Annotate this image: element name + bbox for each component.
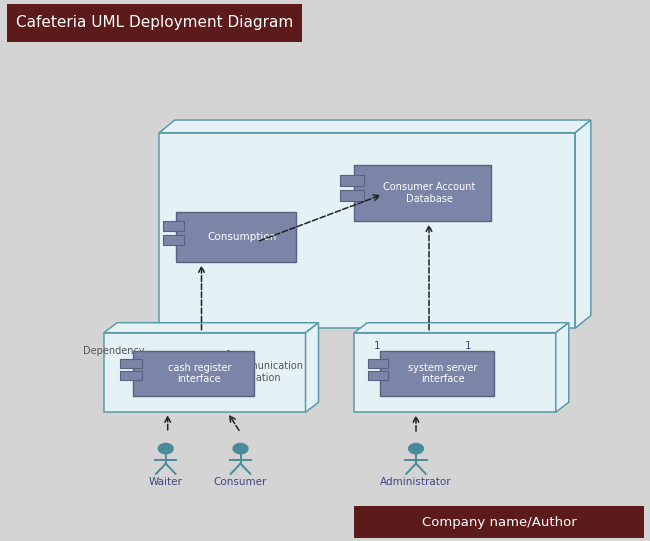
Bar bbox=[339, 175, 364, 186]
Polygon shape bbox=[104, 323, 318, 333]
Bar bbox=[162, 221, 184, 232]
Bar bbox=[104, 333, 306, 412]
Bar bbox=[120, 359, 142, 368]
Polygon shape bbox=[306, 323, 318, 412]
Text: Consumption: Consumption bbox=[207, 232, 276, 242]
Circle shape bbox=[409, 444, 423, 454]
Bar bbox=[162, 235, 184, 245]
Text: 1: 1 bbox=[374, 341, 380, 351]
Text: Consumer: Consumer bbox=[214, 477, 267, 487]
Bar bbox=[133, 351, 254, 397]
Text: system server
interface: system server interface bbox=[408, 363, 478, 385]
Circle shape bbox=[233, 444, 248, 454]
Polygon shape bbox=[575, 120, 591, 328]
Bar bbox=[176, 212, 296, 262]
Text: Cafeteria UML Deployment Diagram: Cafeteria UML Deployment Diagram bbox=[16, 15, 294, 30]
Polygon shape bbox=[159, 120, 591, 133]
Text: Dependency: Dependency bbox=[83, 346, 144, 357]
Bar bbox=[6, 4, 302, 42]
Bar bbox=[354, 506, 644, 538]
Bar bbox=[368, 359, 389, 368]
Circle shape bbox=[159, 444, 173, 454]
Polygon shape bbox=[556, 323, 569, 412]
Bar bbox=[159, 133, 575, 328]
Polygon shape bbox=[354, 323, 569, 333]
Bar bbox=[368, 371, 389, 380]
Text: Consumer Account
Database: Consumer Account Database bbox=[383, 182, 476, 204]
Text: 1: 1 bbox=[465, 341, 471, 351]
Text: cash register
interface: cash register interface bbox=[168, 363, 231, 385]
Text: Administrator: Administrator bbox=[380, 477, 452, 487]
Bar bbox=[354, 164, 491, 221]
Bar bbox=[339, 190, 364, 201]
Text: Company name/Author: Company name/Author bbox=[422, 516, 577, 529]
Bar bbox=[120, 371, 142, 380]
Text: 1
Communication
Association: 1 Communication Association bbox=[226, 349, 303, 382]
Bar bbox=[380, 351, 494, 397]
Bar bbox=[354, 333, 556, 412]
Text: Waiter: Waiter bbox=[149, 477, 183, 487]
